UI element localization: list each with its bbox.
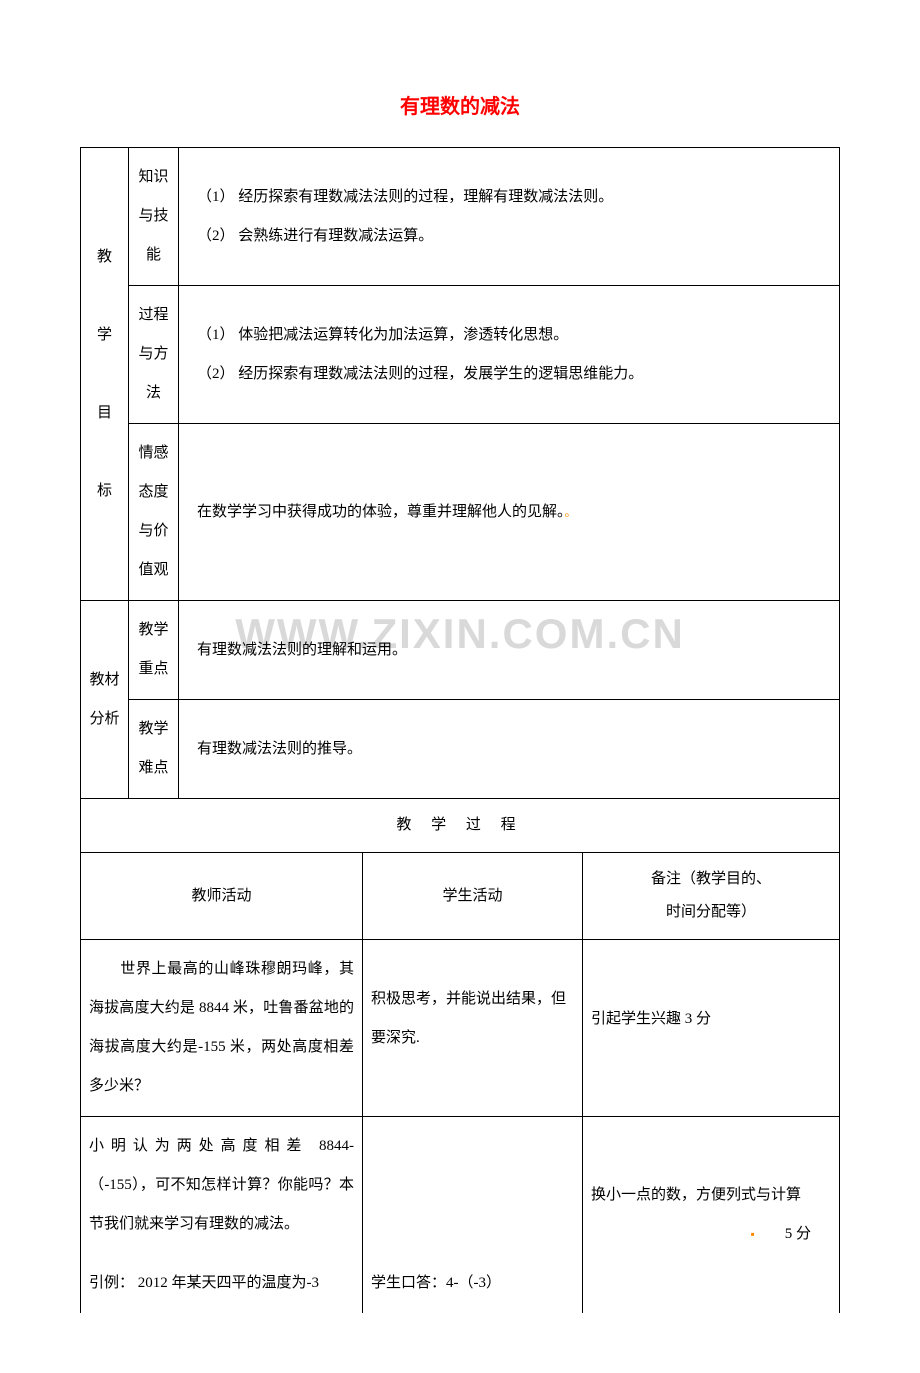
pm-line-1: （1） 体验把减法运算转化为加法运算，渗透转化思想。: [197, 316, 831, 355]
remark-2b-text: 5 分: [785, 1226, 811, 1242]
document-content: 有理数的减法 教学目标 知识与技能 （1） 经历探索有理数减法法则的过程，理解有…: [80, 90, 840, 1313]
label-teaching-objective: 教学目标: [81, 148, 129, 601]
remark-2b: ▪ 5 分: [591, 1215, 831, 1254]
teacher-2b: 引例： 2012 年某天四平的温度为-3: [89, 1264, 354, 1303]
label-teaching-process: 教 学 过 程: [81, 799, 840, 853]
cell-difficulty: 有理数减法法则的推导。: [179, 700, 840, 799]
teacher-activity-2: 小明认为两处高度相差 8844- （-155），可不知怎样计算？你能吗？本节我们…: [81, 1117, 363, 1314]
cell-process-method: （1） 体验把减法运算转化为加法运算，渗透转化思想。 （2） 经历探索有理数减法…: [179, 286, 840, 424]
dot-icon: ▪: [750, 1227, 754, 1241]
cell-knowledge-skill: （1） 经历探索有理数减法法则的过程，理解有理数减法法则。 （2） 会熟练进行有…: [179, 148, 840, 286]
teacher-activity-1: 世界上最高的山峰珠穆朗玛峰，其海拔高度大约是 8844 米，吐鲁番盆地的海拔高度…: [81, 940, 363, 1117]
label-difficulty: 教学难点: [129, 700, 179, 799]
process-table: 教师活动 学生活动 备注（教学目的、时间分配等） 世界上最高的山峰珠穆朗玛峰，其…: [80, 853, 840, 1313]
label-material-analysis: 教材分析: [81, 601, 129, 799]
label-process-method: 过程与方法: [129, 286, 179, 424]
student-activity-2: 学生口答：4-（-3）: [363, 1117, 583, 1314]
remark-2: 换小一点的数，方便列式与计算 ▪ 5 分: [583, 1117, 840, 1314]
header-student-activity: 学生活动: [363, 853, 583, 940]
ks-line-2: （2） 会熟练进行有理数减法运算。: [197, 217, 831, 256]
label-key-point: 教学重点: [129, 601, 179, 700]
student-activity-1: 积极思考，并能说出结果，但要深究.: [363, 940, 583, 1117]
label-knowledge-skill: 知识与技能: [129, 148, 179, 286]
lesson-plan-table: 教学目标 知识与技能 （1） 经历探索有理数减法法则的过程，理解有理数减法法则。…: [80, 147, 840, 853]
dot-icon: 。: [565, 505, 577, 519]
cell-key-point: 有理数减法法则的理解和运用。: [179, 601, 840, 700]
remark-1: 引起学生兴趣 3 分: [583, 940, 840, 1117]
remark-2a: 换小一点的数，方便列式与计算: [591, 1176, 831, 1215]
pm-line-2: （2） 经历探索有理数减法法则的过程，发展学生的逻辑思维能力。: [197, 355, 831, 394]
label-emotion-attitude: 情感态度与价值观: [129, 424, 179, 601]
cell-emotion-attitude: 在数学学习中获得成功的体验，尊重并理解他人的见解。。: [179, 424, 840, 601]
teacher-2b-post: 012 年某天四平的温度为-3: [145, 1275, 319, 1291]
header-remarks: 备注（教学目的、时间分配等）: [583, 853, 840, 940]
ks-line-1: （1） 经历探索有理数减法法则的过程，理解有理数减法法则。: [197, 178, 831, 217]
teacher-2a-rest: （-155），可不知怎样计算？你能吗？本节我们就来学习有理数的减法。: [89, 1177, 354, 1232]
page-title: 有理数的减法: [80, 90, 840, 119]
teacher-2a-line: 小明认为两处高度相差 8844-: [89, 1127, 354, 1166]
teacher-2b-pre: 引例：: [89, 1275, 134, 1291]
header-teacher-activity: 教师活动: [81, 853, 363, 940]
ea-text: 在数学学习中获得成功的体验，尊重并理解他人的见解。: [197, 504, 565, 520]
